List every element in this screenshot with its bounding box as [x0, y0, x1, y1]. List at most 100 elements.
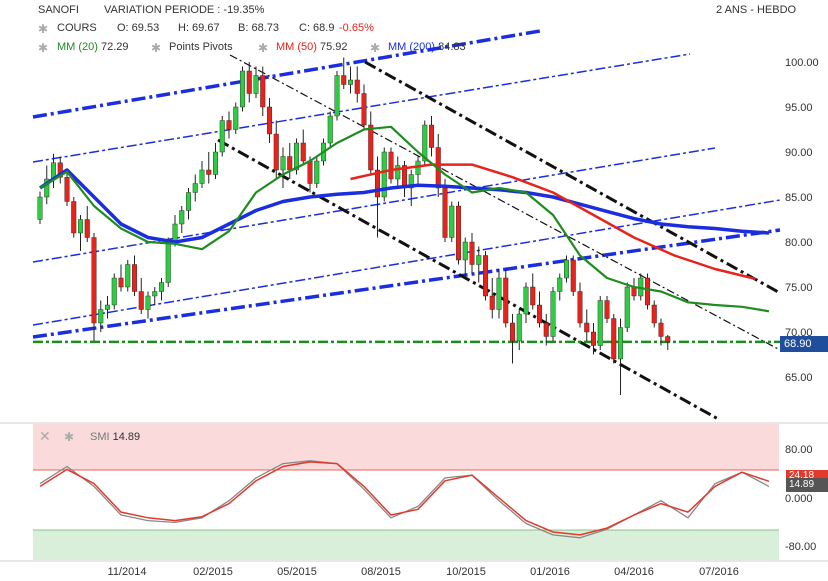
candle-body [550, 291, 556, 337]
high-value: H: 69.67 [178, 22, 220, 34]
mm50-label: MM (50) 75.92 [276, 41, 348, 53]
gear-icon[interactable]: ✱ [370, 41, 381, 55]
candle-body [341, 75, 347, 85]
candle-body [381, 151, 387, 198]
candle-body [361, 93, 367, 126]
mm200-label: MM (200) 84.83 [388, 41, 466, 53]
candle-body [577, 291, 583, 324]
gear-icon[interactable]: ✱ [38, 41, 49, 55]
candle-body [158, 282, 164, 292]
candle-body [597, 300, 603, 346]
candle-body [570, 259, 576, 292]
mm20-value: 72.29 [101, 41, 129, 53]
candle-body [449, 205, 455, 238]
smi-label: SMI 14.89 [90, 431, 140, 443]
last-price-badge: 68.90 [780, 336, 828, 352]
candle-body [253, 75, 259, 94]
candle-body [307, 160, 313, 184]
mm20-line [39, 125, 770, 313]
candle-body [624, 286, 630, 328]
mm20-text: MM (20) [57, 41, 98, 53]
smi-value: 14.89 [112, 431, 141, 443]
candle-body [354, 79, 360, 94]
candle-body [64, 176, 70, 202]
smi-name: SMI [90, 431, 110, 443]
candle-body [651, 304, 657, 324]
candle-body [199, 169, 205, 184]
y-tick-label: 80.00 [785, 237, 813, 249]
close-value: C: 68.9 [299, 22, 335, 34]
candle-body [442, 187, 448, 238]
candle-body [503, 277, 509, 324]
mm50-text: MM (50) [276, 41, 317, 53]
smi-value-badge: 14.89 [786, 478, 828, 492]
gear-icon[interactable]: ✱ [151, 41, 162, 55]
variation-value: -19.35% [223, 4, 265, 16]
candle-body [125, 264, 131, 288]
candle-body [145, 295, 151, 310]
smi-oversold-zone [33, 530, 779, 560]
channel-line [364, 60, 781, 295]
candle-body [348, 79, 354, 85]
candle-body [273, 133, 279, 171]
x-tick-label: 01/2016 [530, 566, 570, 578]
channel-line [32, 199, 781, 326]
candle-body [138, 291, 144, 310]
candle-body [557, 277, 563, 292]
candle-body [422, 124, 428, 162]
candle-body [111, 277, 117, 306]
candle-body [395, 165, 401, 180]
candle-body [334, 75, 340, 117]
x-tick-label: 07/2016 [699, 566, 739, 578]
mm200-value: 84.83 [438, 41, 466, 53]
candle-body [165, 241, 171, 283]
candle-body [469, 241, 475, 265]
candle-body [429, 124, 435, 148]
candle-body [77, 219, 83, 234]
candle-body [564, 259, 570, 279]
ticker-title: SANOFI [38, 4, 79, 16]
gear-icon[interactable]: ✱ [258, 41, 269, 55]
y-tick-label: 75.00 [785, 282, 813, 294]
mm200-line [39, 168, 770, 244]
variation-label: VARIATION PERIODE : -19.35% [104, 4, 264, 16]
gear-icon[interactable]: ✱ [38, 22, 49, 36]
candle-body [645, 277, 651, 306]
y-tick-label: 90.00 [785, 147, 813, 159]
period-label: 2 ANS - HEBDO [716, 4, 797, 16]
candle-body [618, 327, 624, 360]
channel-line [32, 147, 716, 263]
close-icon[interactable]: ✕ [39, 428, 51, 444]
y-tick-label: 65.00 [785, 372, 813, 384]
candle-body [591, 331, 597, 346]
y-tick-label: 85.00 [785, 192, 813, 204]
open-value: O: 69.53 [117, 22, 160, 34]
smi-overbought-zone [33, 424, 779, 470]
candle-body [537, 304, 543, 324]
x-tick-label: 10/2015 [446, 566, 486, 578]
mm200-text: MM (200) [388, 41, 436, 53]
candle-body [226, 120, 232, 130]
candle-body [483, 255, 489, 297]
candle-body [57, 162, 63, 178]
candle-body [462, 241, 468, 261]
candle-body [233, 106, 239, 130]
smi-tick-label: 0.000 [785, 493, 813, 505]
channel-line [217, 138, 721, 422]
candle-body [246, 70, 252, 94]
candle-body [239, 70, 245, 108]
smi-signal-line [39, 460, 770, 539]
candle-body [219, 120, 225, 153]
candle-body [489, 295, 495, 310]
mm50-line [350, 163, 756, 281]
candle-body [280, 156, 286, 171]
channel-line [32, 29, 541, 119]
candle-body [375, 169, 381, 198]
low-value: B: 68.73 [238, 22, 279, 34]
pivots-label: Points Pivots [169, 41, 233, 53]
candle-body [192, 183, 198, 193]
cours-label: COURS [57, 22, 97, 34]
candle-body [267, 106, 273, 135]
candle-body [314, 160, 320, 184]
gear-icon[interactable]: ✱ [64, 430, 75, 444]
